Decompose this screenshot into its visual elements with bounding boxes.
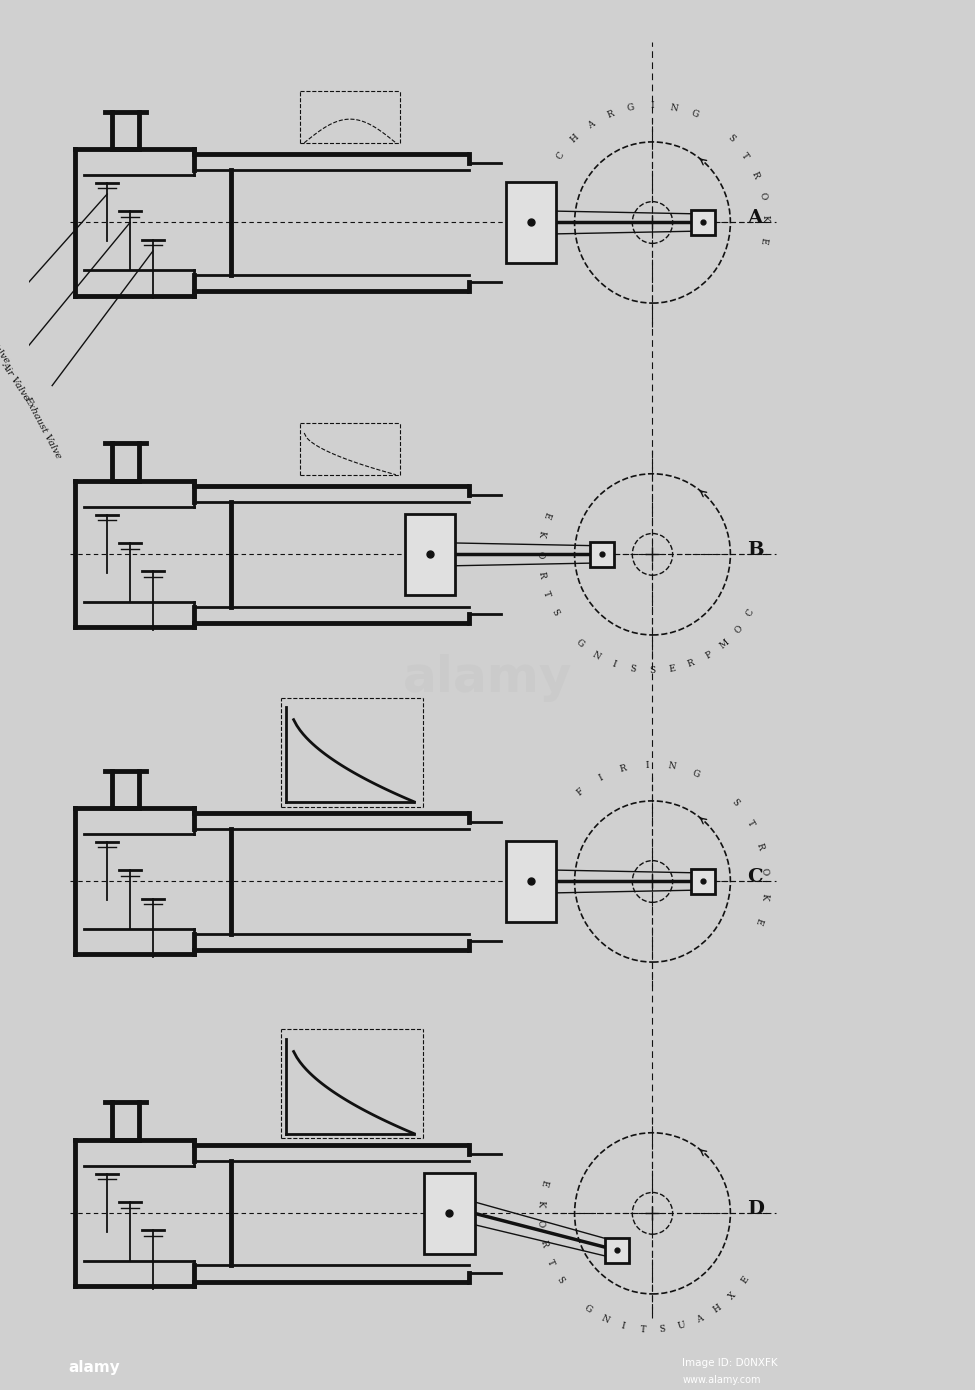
Text: N: N (600, 1314, 610, 1325)
Text: O: O (535, 1219, 545, 1227)
Text: N: N (669, 103, 679, 113)
Text: N: N (591, 649, 602, 662)
Text: Image ID: D0NXFK: Image ID: D0NXFK (682, 1358, 778, 1368)
Text: G: G (582, 1302, 594, 1315)
Text: I: I (645, 760, 649, 770)
Text: R: R (750, 170, 760, 179)
Text: S: S (649, 666, 655, 676)
Text: D: D (747, 1200, 763, 1218)
Bar (590, 542, 614, 567)
Text: A: A (695, 1314, 705, 1325)
Text: F: F (574, 787, 585, 798)
Text: S: S (555, 1275, 566, 1286)
Text: G: G (627, 103, 636, 113)
Text: T: T (545, 1258, 556, 1268)
Text: T: T (541, 589, 552, 599)
Text: Exhaust Valve: Exhaust Valve (22, 395, 63, 460)
Text: I: I (650, 101, 654, 110)
Text: T: T (745, 819, 756, 828)
Text: www.alamy.com: www.alamy.com (682, 1375, 761, 1384)
Text: M: M (719, 637, 731, 651)
Text: R: R (755, 842, 765, 851)
Text: U: U (677, 1320, 686, 1332)
Text: N: N (667, 762, 677, 771)
Text: C: C (747, 867, 762, 885)
Text: O: O (535, 550, 544, 557)
Text: P: P (704, 651, 714, 660)
Bar (506, 841, 557, 922)
Text: C: C (745, 607, 756, 619)
Text: O: O (760, 867, 769, 876)
Text: T: T (739, 150, 750, 161)
Text: I: I (620, 1320, 626, 1330)
Text: O: O (758, 192, 767, 202)
Text: Air Valve: Air Valve (0, 360, 31, 402)
Text: C: C (555, 150, 566, 161)
Text: I: I (597, 773, 604, 783)
Text: S: S (659, 1325, 666, 1334)
Text: G: G (574, 638, 586, 649)
Text: S: S (629, 664, 637, 674)
Text: O: O (733, 624, 745, 635)
Text: A: A (586, 120, 597, 131)
Text: A: A (747, 208, 762, 227)
Text: R: R (536, 570, 546, 578)
Text: X: X (726, 1290, 738, 1301)
Text: R: R (538, 1238, 549, 1248)
Text: S: S (730, 798, 741, 808)
Text: K: K (536, 530, 546, 538)
Text: K: K (760, 892, 769, 901)
Text: H: H (712, 1302, 722, 1315)
Text: G: G (690, 769, 701, 780)
Text: alamy: alamy (68, 1359, 120, 1375)
Text: S: S (550, 607, 561, 617)
Text: E: E (753, 917, 763, 926)
Bar (424, 1173, 475, 1254)
Text: alamy: alamy (403, 653, 572, 702)
Text: R: R (686, 659, 696, 670)
Bar (604, 1238, 629, 1262)
Text: S: S (725, 133, 736, 145)
Text: T: T (640, 1325, 646, 1334)
Text: Gas Valve: Gas Valve (0, 322, 11, 366)
Bar (691, 210, 715, 235)
Text: E: E (538, 1179, 549, 1187)
Text: R: R (619, 763, 628, 774)
Text: E: E (668, 664, 676, 674)
Text: R: R (605, 108, 615, 120)
Text: K: K (535, 1200, 545, 1207)
Text: K: K (760, 215, 769, 222)
Bar (691, 869, 715, 894)
Bar (506, 182, 557, 263)
Text: E: E (739, 1275, 751, 1286)
Bar (405, 514, 455, 595)
Text: B: B (747, 541, 763, 559)
Text: E: E (759, 236, 768, 245)
Text: H: H (568, 132, 580, 145)
Text: G: G (689, 108, 700, 120)
Text: I: I (610, 659, 617, 669)
Text: E: E (541, 510, 552, 518)
